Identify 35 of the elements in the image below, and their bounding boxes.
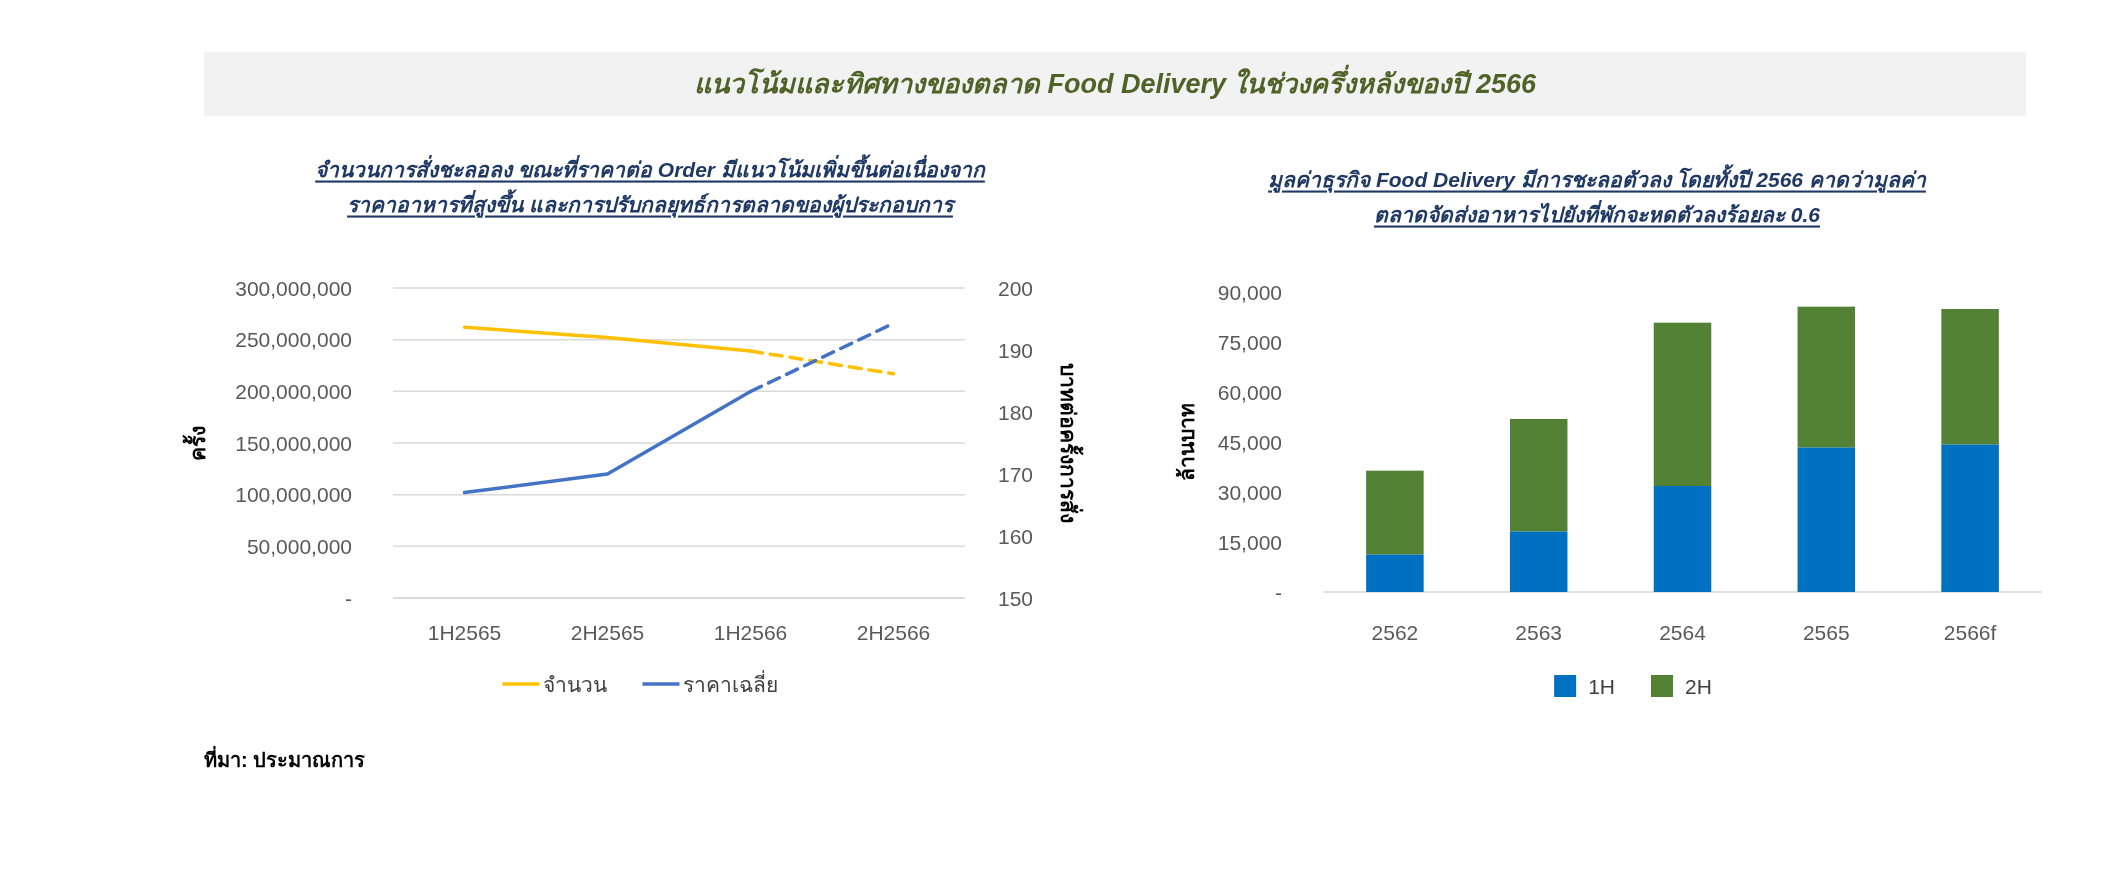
x-tick: 2566f (1943, 620, 1997, 644)
y-tick: 100,000,000 (235, 483, 352, 507)
y-tick: 45,000 (1217, 430, 1282, 454)
y-tick: 75,000 (1217, 330, 1282, 354)
legend-label: จำนวน (542, 672, 607, 696)
y-tick: 200,000,000 (235, 379, 352, 403)
y-tick: 15,000 (1217, 530, 1282, 554)
y2-tick: 170 (998, 462, 1034, 486)
y-tick: 30,000 (1217, 480, 1282, 504)
y-tick: 300,000,000 (235, 276, 352, 300)
x-tick: 2564 (1659, 620, 1706, 644)
x-tick: 2H2566 (856, 620, 931, 644)
x-tick: 2562 (1371, 620, 1419, 644)
y-tick: - (1275, 580, 1282, 604)
title: แนวโน้มและทิศทางของตลาด Food Delivery ในช่วงครึ่งหลังของปี 2566 (677, 57, 1553, 111)
y2-tick: 160 (998, 524, 1034, 548)
x-tick: 2563 (1515, 620, 1563, 644)
legend-label: 1H (1588, 674, 1615, 698)
legend-label: 2H (1685, 674, 1712, 698)
y-tick: 250,000,000 (235, 328, 352, 352)
ylabel: ล้านบาท (1174, 403, 1198, 481)
x-tick: 1H2565 (427, 620, 502, 644)
y2-tick: 180 (998, 400, 1034, 424)
legend-label: ราคาเฉลี่ย (682, 672, 778, 696)
y-tick: 60,000 (1217, 380, 1282, 404)
y2-tick: 200 (998, 276, 1034, 300)
x-tick: 2565 (1802, 620, 1850, 644)
y2-tick: 190 (998, 338, 1034, 362)
x-tick: 1H2566 (713, 620, 788, 644)
x-tick: 2H2565 (570, 620, 645, 644)
y-tick: 50,000,000 (246, 534, 352, 558)
y-tick: 90,000 (1217, 280, 1282, 304)
y-tick: - (345, 586, 352, 610)
y-tick: 150,000,000 (235, 431, 352, 455)
y2-tick: 150 (998, 586, 1034, 610)
